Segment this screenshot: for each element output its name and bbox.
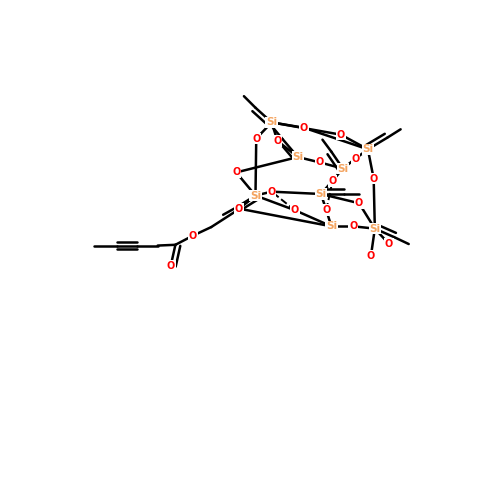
- Text: O: O: [355, 198, 363, 208]
- Text: Si: Si: [250, 190, 261, 200]
- Text: O: O: [352, 154, 360, 164]
- Text: Si: Si: [316, 189, 326, 199]
- Text: O: O: [189, 230, 197, 240]
- Text: O: O: [328, 176, 336, 186]
- Text: O: O: [274, 136, 281, 146]
- Text: Si: Si: [326, 222, 337, 232]
- Text: O: O: [367, 250, 375, 260]
- Text: O: O: [290, 205, 299, 215]
- Text: Si: Si: [338, 164, 348, 173]
- Text: O: O: [232, 168, 240, 177]
- Text: O: O: [337, 130, 345, 140]
- Text: O: O: [235, 204, 243, 214]
- Text: O: O: [252, 134, 260, 143]
- Text: Si: Si: [292, 152, 304, 162]
- Text: Si: Si: [370, 224, 380, 234]
- Text: O: O: [385, 239, 393, 249]
- Text: Si: Si: [266, 118, 277, 128]
- Text: O: O: [268, 186, 276, 196]
- Text: Si: Si: [362, 144, 374, 154]
- Text: O: O: [322, 205, 330, 215]
- Text: O: O: [300, 123, 308, 133]
- Text: O: O: [370, 174, 378, 184]
- Text: O: O: [166, 260, 175, 270]
- Text: O: O: [349, 222, 358, 232]
- Text: O: O: [316, 158, 324, 168]
